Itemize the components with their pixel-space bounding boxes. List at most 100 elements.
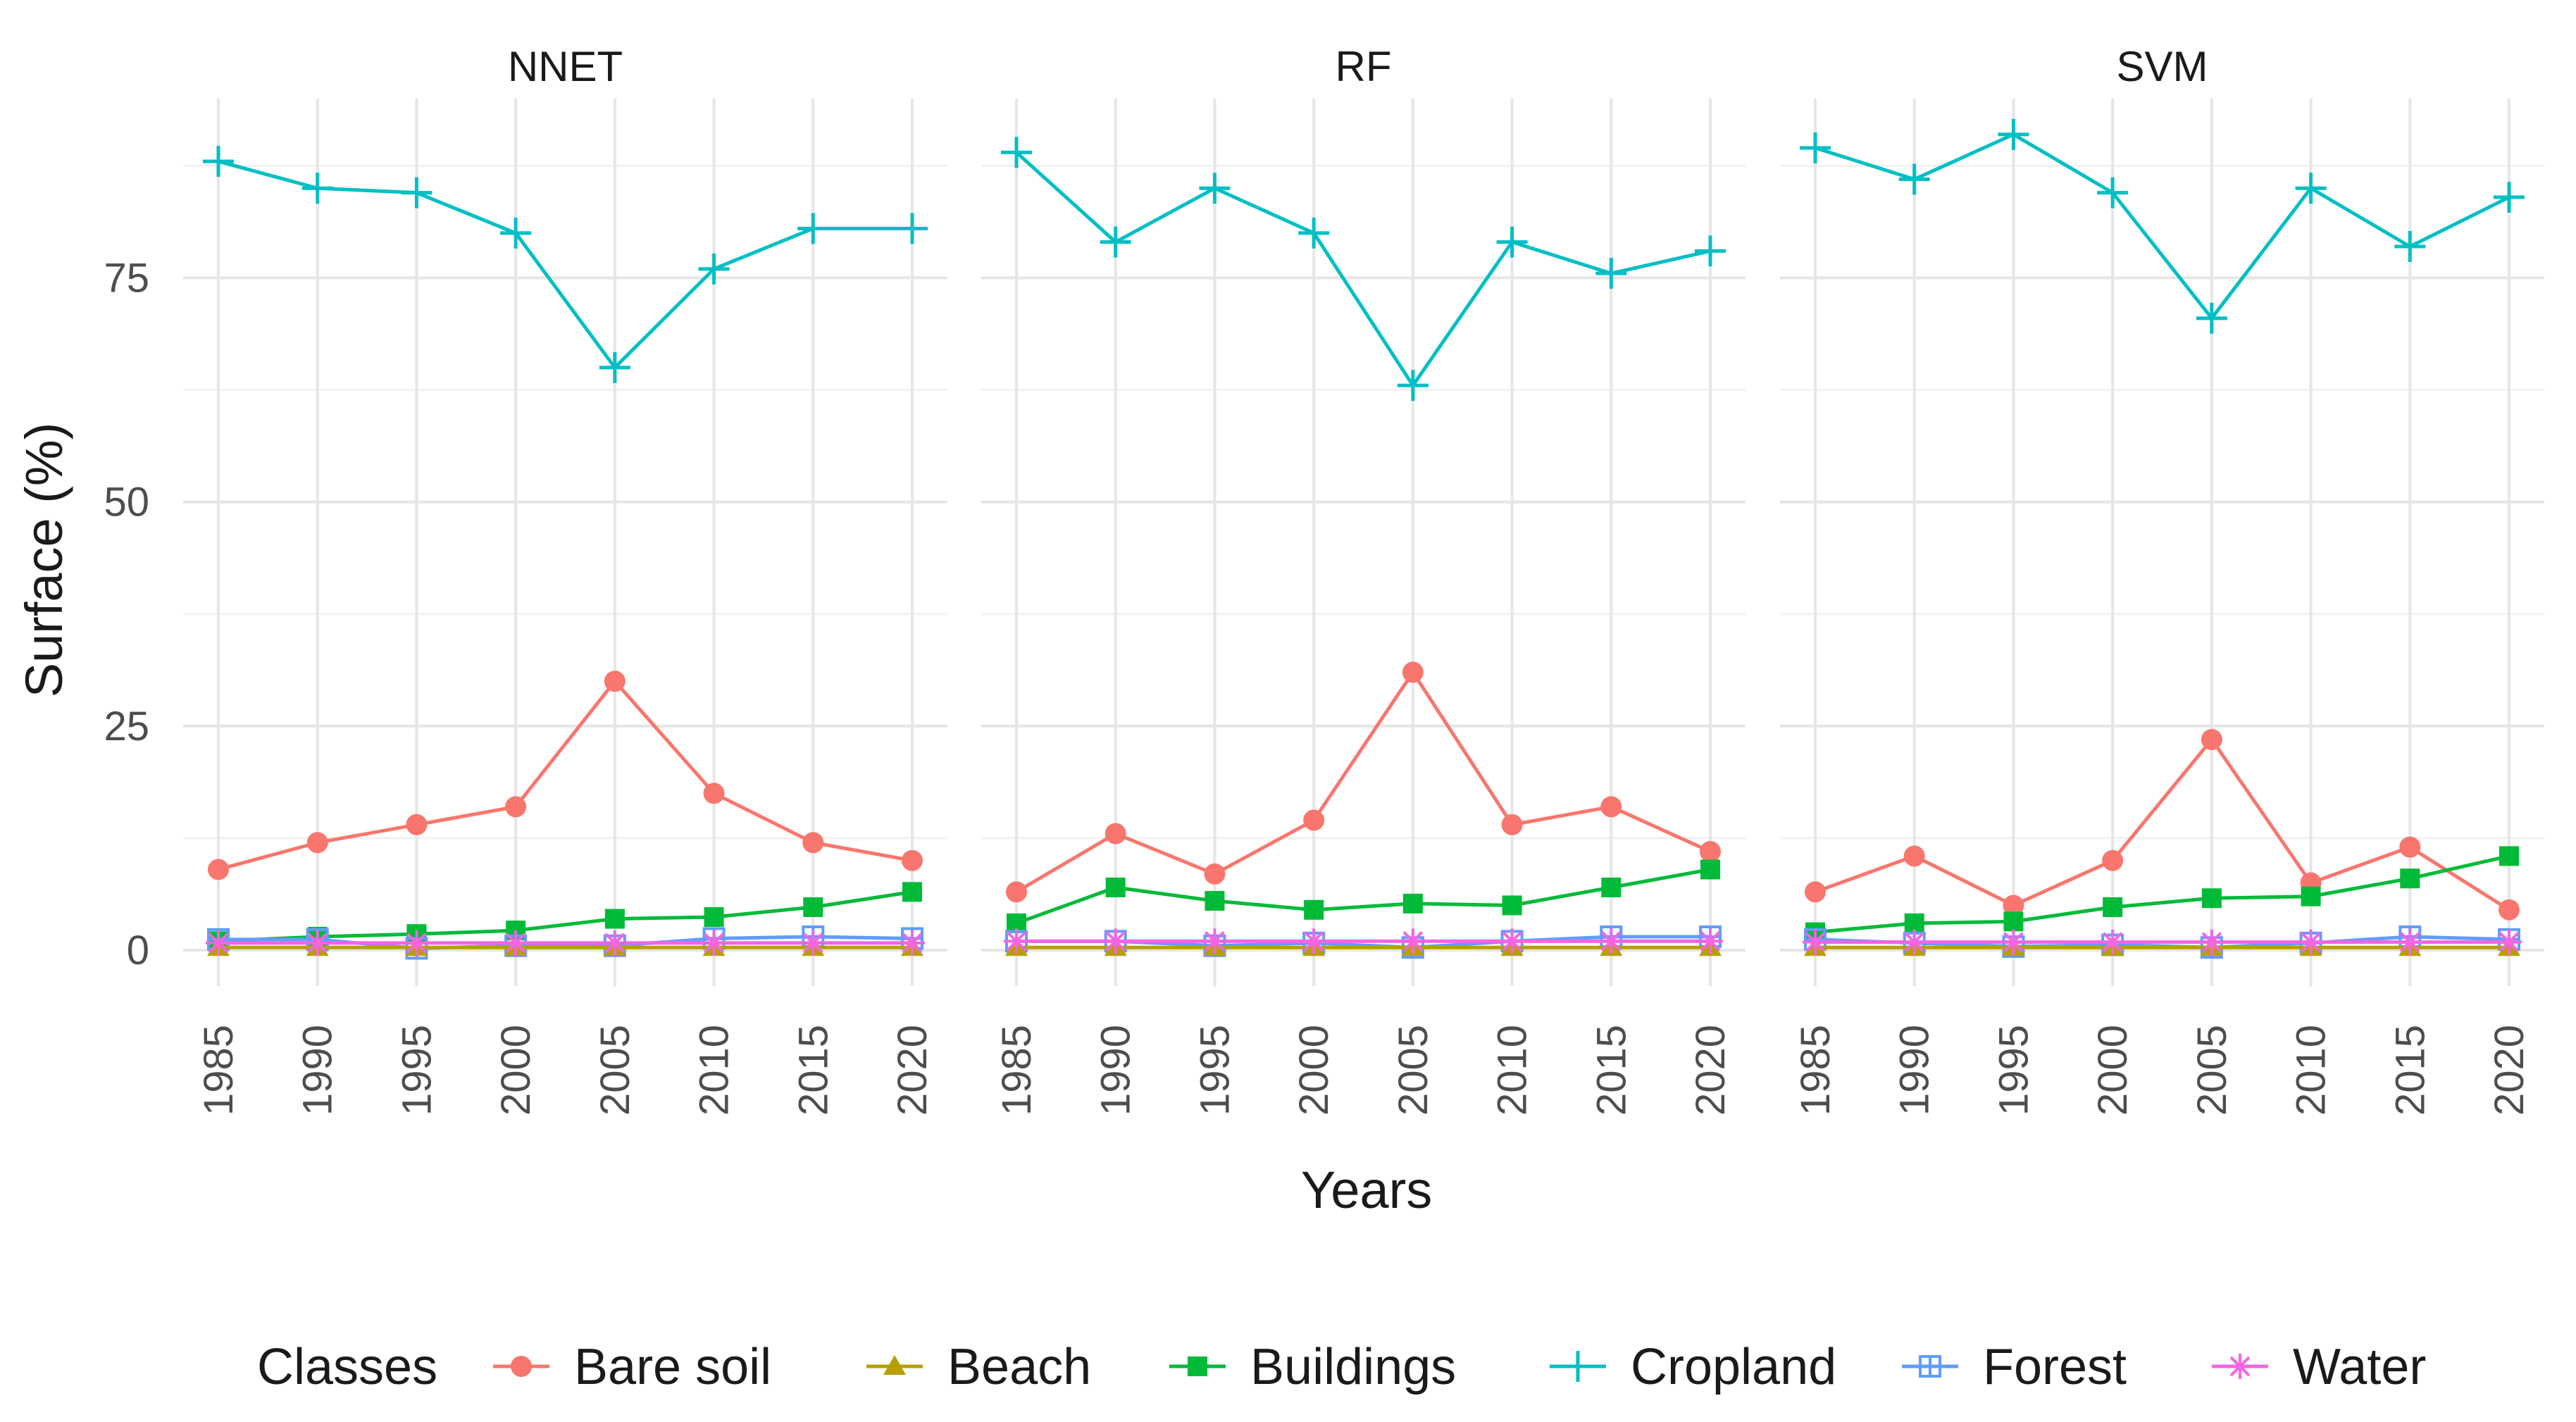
marker-cropland xyxy=(1199,173,1231,204)
legend-title: Classes xyxy=(257,1339,437,1395)
marker-cropland xyxy=(1001,137,1032,168)
marker-buildings xyxy=(1502,895,1522,916)
series-cropland xyxy=(1001,137,1726,401)
marker-cropland xyxy=(2394,231,2426,262)
marker-cropland xyxy=(1595,258,1627,289)
marker-water xyxy=(1102,928,1128,954)
y-tick-label: 0 xyxy=(127,928,149,973)
marker-water xyxy=(1301,928,1327,954)
marker-buildings xyxy=(604,909,625,929)
series-water xyxy=(206,930,925,956)
marker-buildings xyxy=(2201,888,2222,909)
series-cropland xyxy=(1800,118,2525,334)
line-bare-soil xyxy=(1815,737,2510,911)
marker-water xyxy=(304,930,330,956)
marker-cropland xyxy=(401,177,433,208)
marker-bare-soil xyxy=(1303,809,1325,831)
marker-buildings xyxy=(2301,886,2321,906)
marker-cropland xyxy=(2494,182,2525,213)
marker-water xyxy=(1901,929,1927,955)
legend-item-water: Water xyxy=(2212,1339,2426,1395)
x-tick-label: 2020 xyxy=(1688,1025,1734,1116)
marker-water xyxy=(2496,929,2522,955)
panel-nnet: NNET 0 25 50 75 1985 1990 1995 2000 2005 2010 2015 2… xyxy=(104,43,947,1116)
marker-buildings xyxy=(2003,911,2024,932)
marker-water xyxy=(800,930,826,956)
marker-cropland xyxy=(698,253,730,285)
marker-bare-soil xyxy=(1006,881,1027,903)
marker-cropland xyxy=(1496,226,1528,258)
line-bare-soil xyxy=(1015,671,1712,894)
legend: Classes Bare soil Beach Buildings Cropland Fo… xyxy=(257,1339,2426,1395)
marker-water xyxy=(1202,928,1228,954)
marker-bare-soil xyxy=(1105,823,1126,844)
line-buildings xyxy=(1815,854,2510,935)
marker-beach xyxy=(883,1355,906,1375)
marker-water xyxy=(206,930,231,956)
marker-bare-soil xyxy=(2003,894,2024,916)
series-bare-soil xyxy=(1006,661,1721,903)
x-tick-label: 2010 xyxy=(2289,1025,2334,1116)
series-water xyxy=(1803,929,2522,955)
marker-buildings xyxy=(902,882,922,902)
x-tick-label: 2010 xyxy=(692,1025,738,1116)
marker-buildings xyxy=(1105,878,1126,897)
x-tick-label: 1985 xyxy=(1793,1025,1838,1116)
marker-buildings xyxy=(1402,893,1423,913)
marker-cropland xyxy=(599,351,630,383)
marker-water xyxy=(701,930,727,956)
marker-cropland xyxy=(203,146,234,177)
x-tick-label: 1990 xyxy=(295,1025,341,1116)
legend-label: Cropland xyxy=(1631,1339,1836,1395)
series-buildings xyxy=(1007,859,1720,933)
x-tick-label: 1985 xyxy=(994,1025,1040,1116)
marker-buildings xyxy=(2400,868,2420,889)
x-tick-label: 2015 xyxy=(790,1025,836,1116)
marker-cropland xyxy=(1397,370,1429,401)
marker-water xyxy=(2001,929,2027,955)
legend-item-bare-soil: Bare soil xyxy=(493,1339,771,1395)
marker-bare-soil xyxy=(2499,899,2520,921)
x-tick-label: 2015 xyxy=(1588,1025,1634,1116)
marker-water xyxy=(1698,928,1723,954)
x-tick-label: 2020 xyxy=(2487,1025,2532,1116)
y-tick-label: 25 xyxy=(104,704,149,749)
legend-label: Forest xyxy=(1983,1339,2127,1395)
marker-buildings xyxy=(1700,859,1720,880)
x-tick-label: 2000 xyxy=(493,1025,539,1116)
marker-cropland xyxy=(1898,163,1930,195)
x-axis-title: Years xyxy=(1301,1161,1433,1219)
x-tick-label: 1995 xyxy=(394,1025,440,1116)
x-tick-label: 2020 xyxy=(890,1025,935,1116)
y-tick-label: 50 xyxy=(104,480,149,525)
x-tick-label: 2000 xyxy=(1291,1025,1337,1116)
marker-buildings xyxy=(803,897,823,917)
legend-item-forest: Forest xyxy=(1902,1339,2127,1395)
x-tick-label: 2000 xyxy=(2090,1025,2136,1116)
marker-bare-soil xyxy=(1600,796,1622,818)
marker-bare-soil xyxy=(306,832,328,854)
legend-label: Water xyxy=(2293,1339,2426,1395)
series-bare-soil xyxy=(1805,729,2520,921)
marker-bare-soil xyxy=(902,849,923,871)
marker-bare-soil xyxy=(505,796,527,818)
marker-buildings xyxy=(704,907,724,927)
marker-cropland xyxy=(2097,177,2129,208)
line-buildings xyxy=(218,890,913,943)
marker-bare-soil xyxy=(1501,813,1523,835)
line-bare-soil xyxy=(218,679,913,871)
panel-title-svm: SVM xyxy=(2116,43,2208,90)
line-cropland xyxy=(1015,151,1711,387)
marker-bare-soil xyxy=(2201,729,2222,750)
legend-item-buildings: Buildings xyxy=(1169,1339,1456,1395)
marker-bare-soil xyxy=(604,671,626,692)
marker-bare-soil xyxy=(1903,845,1925,867)
line-cropland xyxy=(218,159,912,370)
line-buildings xyxy=(1016,868,1711,925)
x-tick-label: 2015 xyxy=(2387,1025,2433,1116)
y-axis-title: Surface (%) xyxy=(15,423,73,698)
x-tick-label: 2005 xyxy=(1390,1025,1436,1116)
marker-bare-soil xyxy=(1204,863,1226,885)
marker-cropland xyxy=(2295,173,2327,204)
